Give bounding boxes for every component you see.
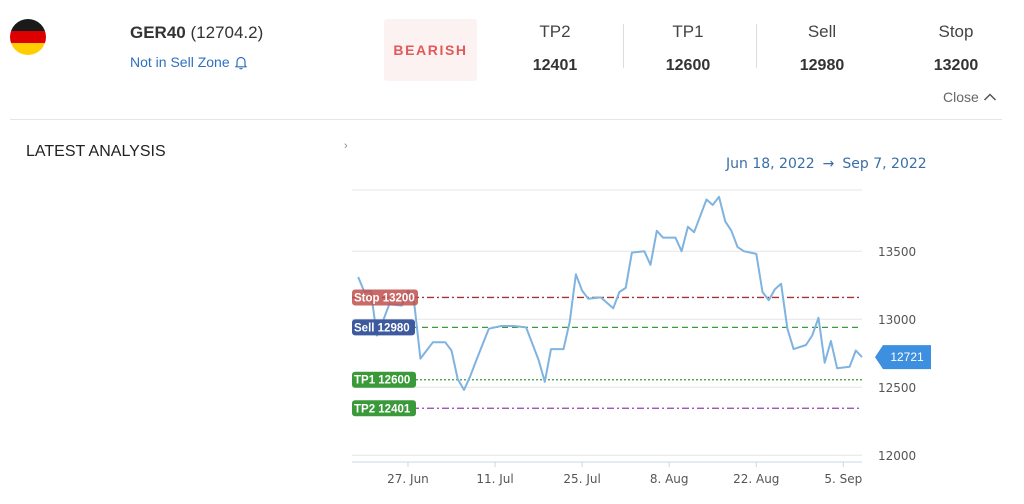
level-tag-label: Sell 12980: [354, 322, 410, 334]
date-range[interactable]: Jun 18, 2022 → Sep 7, 2022: [726, 156, 927, 172]
y-tick-label: 12000: [878, 449, 916, 463]
y-tick-label: 12500: [878, 381, 916, 395]
current-price-marker: [875, 345, 931, 370]
level-tag-tp1: [352, 371, 416, 388]
level-tp1: TP1 12600: [623, 22, 753, 75]
level-tag-tp2: [352, 400, 416, 417]
level-tag-stop: [352, 289, 418, 306]
x-tick-label: 27. Jun: [387, 472, 429, 486]
x-tick-label: 22. Aug: [733, 472, 779, 486]
price-series-line: [357, 195, 863, 391]
level-tp2: TP2 12401: [490, 22, 620, 75]
x-tick-label: 8. Aug: [650, 472, 689, 486]
current-price-label: 12721: [890, 350, 924, 364]
y-tick-label: 13500: [878, 245, 916, 259]
y-tick-label: 13000: [878, 313, 916, 327]
symbol-price: (12704.2): [190, 23, 264, 42]
symbol-name: GER40: [130, 23, 186, 42]
level-value: 12401: [532, 57, 578, 74]
range-arrow: →: [822, 156, 835, 172]
level-label: TP2: [539, 22, 571, 41]
level-label: Sell: [807, 22, 837, 41]
date-from: Jun 18, 2022: [726, 156, 815, 172]
chevron-right-icon[interactable]: ›: [344, 140, 348, 152]
level-label: Stop: [938, 22, 974, 41]
level-value: 12980: [799, 57, 845, 74]
instrument-title: GER40 (12704.2): [130, 23, 263, 43]
level-sell: Sell 12980: [757, 22, 887, 75]
date-to: Sep 7, 2022: [842, 156, 927, 172]
level-value: 13200: [933, 57, 979, 74]
level-tag-sell: [352, 319, 415, 336]
close-label: Close: [943, 89, 979, 105]
zone-status[interactable]: Not in Sell Zone: [130, 54, 248, 70]
sentiment-badge: BEARISH: [384, 19, 477, 81]
level-tag-label: Stop 13200: [354, 292, 415, 304]
x-tick-label: 25. Jul: [563, 472, 600, 486]
x-tick-label: 11. Jul: [476, 472, 513, 486]
level-value: 12600: [665, 57, 711, 74]
divider: [756, 24, 757, 68]
section-title: LATEST ANALYSIS: [26, 143, 166, 160]
level-tag-label: TP2 12401: [354, 403, 411, 415]
x-tick-label: 5. Sep: [824, 472, 862, 486]
chevron-up-icon: [983, 93, 996, 101]
germany-flag-icon: [10, 19, 46, 55]
level-stop: Stop 13200: [891, 22, 1021, 75]
close-button[interactable]: Close: [943, 89, 997, 105]
bell-icon: [234, 56, 247, 69]
divider: [623, 24, 624, 68]
level-label: TP1: [672, 22, 704, 41]
level-tag-label: TP1 12600: [354, 375, 410, 387]
zone-status-text: Not in Sell Zone: [130, 54, 230, 70]
divider-line: [10, 119, 1002, 120]
